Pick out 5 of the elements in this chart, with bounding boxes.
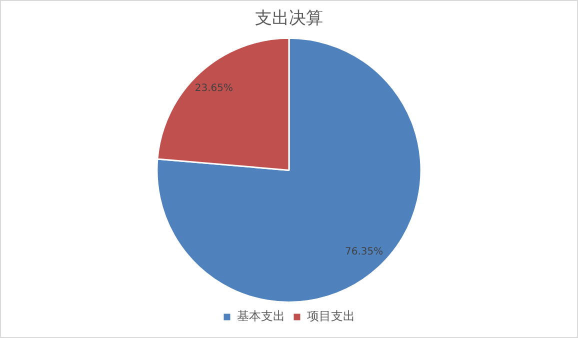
chart-title: 支出决算 (255, 8, 323, 29)
legend-label: 基本支出 (237, 309, 285, 324)
data-label: 76.35% (344, 246, 384, 258)
legend-label: 项目支出 (307, 309, 355, 324)
data-label: 23.65% (194, 83, 234, 94)
